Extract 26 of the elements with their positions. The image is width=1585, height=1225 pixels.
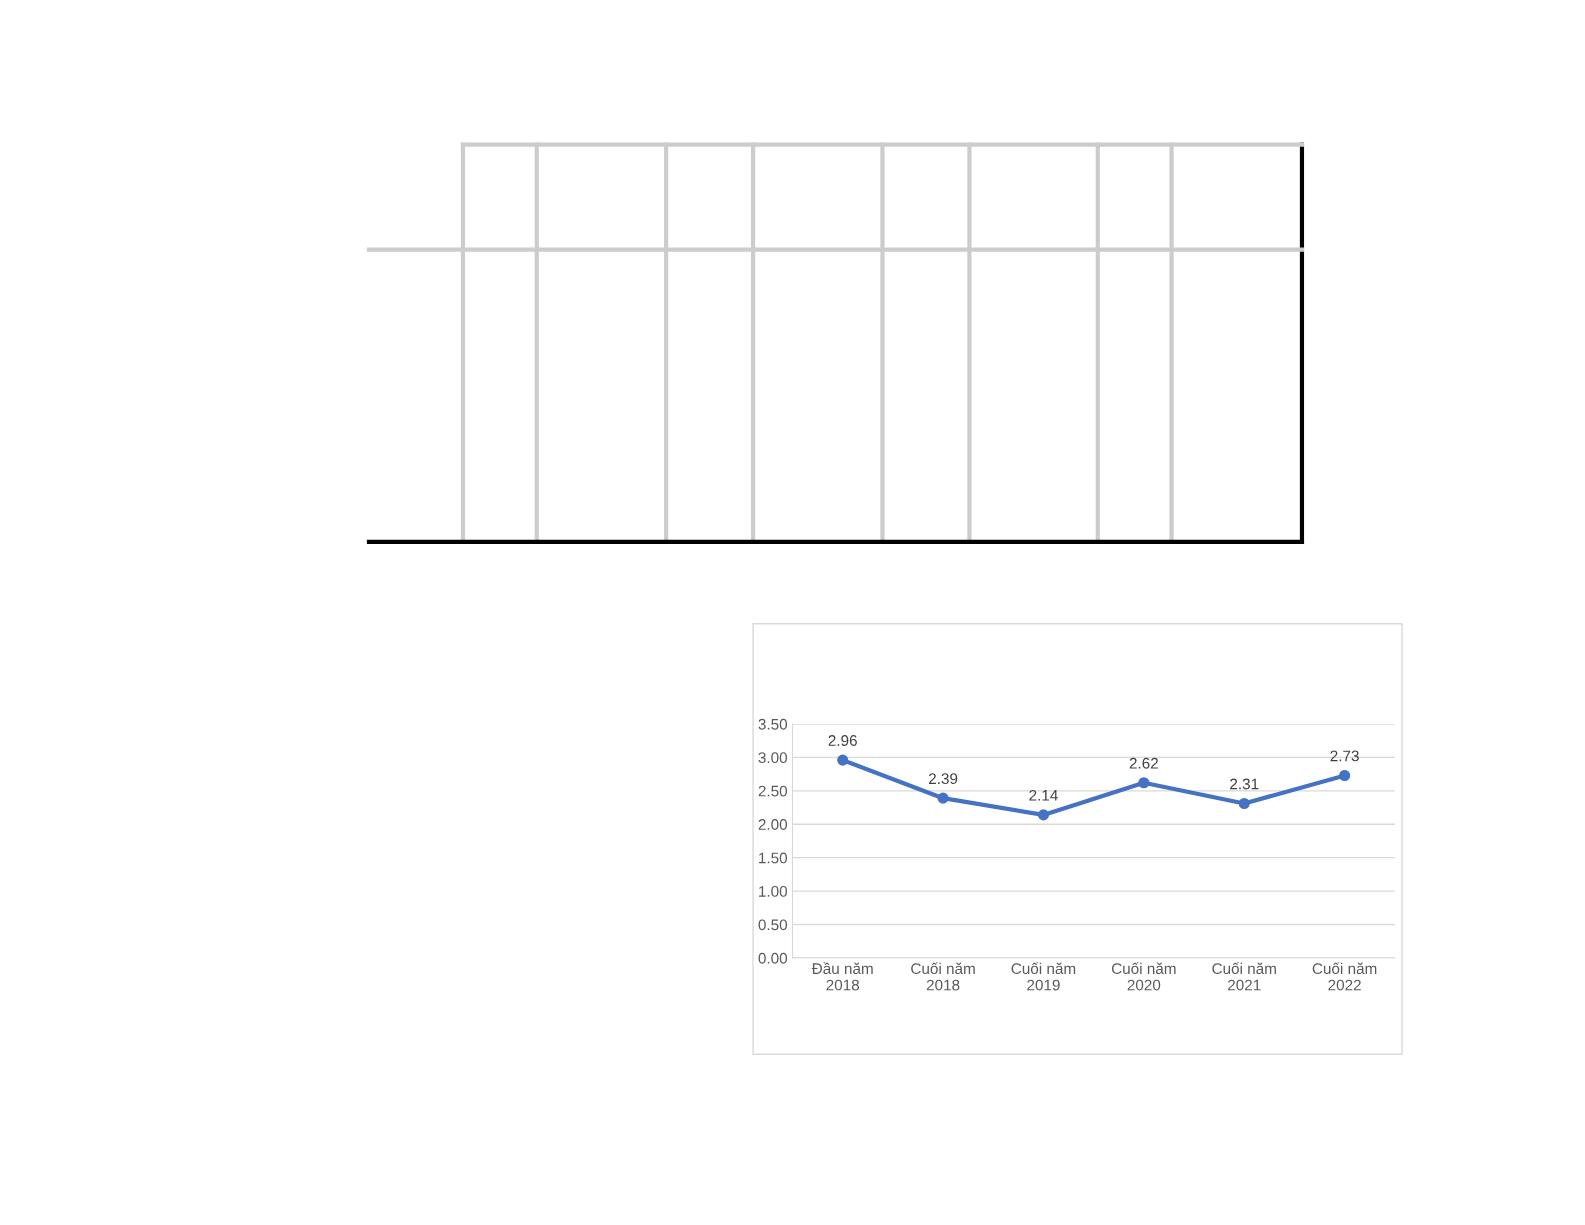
x-tick-label: Cuối năm 2020 — [1111, 962, 1176, 991]
x-tick-label: Cuối năm 2018 — [911, 962, 975, 991]
point — [837, 754, 849, 766]
point — [1037, 809, 1050, 821]
x-tick-label: Cuối năm 2019 — [1011, 962, 1076, 991]
data-label: 2.31 — [1230, 778, 1259, 790]
point — [1138, 777, 1150, 789]
y-tick-label: 2.00 — [758, 819, 788, 830]
y-tick-label: 3.50 — [758, 718, 788, 730]
y-tick-label: 1.50 — [759, 852, 788, 864]
data-label: 2.96 — [828, 735, 857, 746]
y-tick-label: 1.00 — [759, 885, 788, 897]
data-label: 2.14 — [1029, 789, 1058, 801]
y-tick-label: 3.00 — [758, 752, 788, 764]
point — [1339, 769, 1351, 782]
y-tick-label: 0.00 — [758, 952, 788, 964]
point — [1238, 797, 1250, 810]
x-tick-label: Đầu năm 2018 — [811, 962, 873, 991]
x-tick-label: Cuối năm 2022 — [1312, 962, 1377, 991]
data-label: 2.73 — [1330, 750, 1359, 762]
y-tick-label: 2.50 — [758, 785, 788, 797]
data-label: 2.39 — [928, 773, 958, 785]
point — [937, 792, 949, 804]
data-label: 2.62 — [1129, 757, 1158, 769]
y-tick-label: 0.50 — [758, 919, 788, 931]
x-tick-label: Cuối năm 2021 — [1212, 962, 1276, 991]
